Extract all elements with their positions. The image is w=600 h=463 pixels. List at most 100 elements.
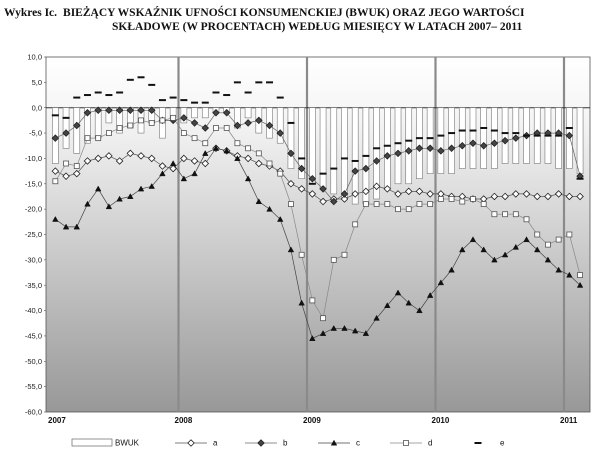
bar-bwuk [298,107,305,180]
x-tick-label: 2011 [560,416,578,425]
point-d [427,201,434,207]
point-d [245,145,252,152]
point-d [298,251,305,258]
point-c [180,175,188,182]
point-a [512,190,520,198]
point-b [394,149,402,158]
point-b [126,106,135,115]
point-a [490,192,499,201]
point-a [576,192,584,201]
point-b [105,106,113,115]
point-c [137,185,145,192]
point-a [51,167,60,175]
legend-label-a: a [213,439,218,448]
point-a [115,157,124,165]
point-a [244,154,252,163]
point-c [319,330,327,336]
point-b [469,139,477,147]
point-c [62,223,70,230]
point-b [83,109,92,117]
point-d [512,211,519,218]
point-a [351,190,359,198]
point-d [116,125,123,131]
point-d [405,206,412,213]
title-line-2: SKŁADOWE (W PROCENTACH) WEDŁUG MIESIĘCY … [112,21,523,33]
point-c [373,314,380,321]
legend-marker-d [403,440,409,446]
point-a [201,159,210,168]
point-b [201,124,210,132]
point-d [320,315,326,322]
point-c [234,155,241,161]
point-d [534,231,541,238]
bar-bwuk [469,107,477,169]
point-d [448,196,455,202]
legend-marker-b [257,439,265,447]
point-d [437,196,444,202]
point-d [341,251,348,258]
point-b [190,119,199,127]
point-d [170,114,177,121]
point-b [51,134,60,142]
point-c [405,299,412,306]
point-d [395,206,401,213]
y-tick-label: -10,0 [25,154,42,163]
bar-bwuk [309,107,316,185]
bar-bwuk [319,107,327,190]
point-c [480,246,487,253]
point-d [223,125,230,131]
point-d [480,201,487,207]
point-c [244,175,252,182]
point-b [565,131,574,140]
point-c [459,246,466,253]
x-tick-label: 2010 [432,416,450,425]
bar-bwuk [501,107,509,164]
point-a [94,154,102,163]
series-line-c [55,147,581,339]
point-c [501,251,509,258]
point-a [340,195,349,203]
point-c [384,302,391,308]
point-b [115,106,124,115]
point-d [52,178,59,185]
bar-bwuk [73,107,81,154]
point-a [565,192,574,201]
point-c [277,215,284,222]
y-tick-label: -20,0 [25,205,42,214]
legend-swatch-bwuk [71,438,113,447]
point-b [308,174,317,183]
point-c [523,236,530,243]
point-d [555,236,562,243]
point-a [83,157,92,165]
point-c [555,266,562,273]
point-b [94,106,102,115]
point-d [191,135,198,142]
point-d [352,221,359,228]
point-b [137,106,145,115]
bar-bwuk [384,107,391,190]
point-c [416,307,423,314]
point-c [448,266,455,273]
point-a [362,187,370,196]
y-tick-label: -50,0 [25,357,42,366]
bar-bwuk [276,107,284,144]
point-d [105,130,112,136]
legend-marker-c [330,439,338,446]
point-c [148,183,155,189]
point-d [491,211,498,218]
bar-bwuk [287,107,295,169]
y-tick-label: -60,0 [25,408,42,417]
point-b [319,185,327,193]
bar-bwuk [448,107,455,174]
point-c [73,223,80,230]
bar-bwuk [351,107,359,205]
point-d [566,231,573,238]
point-a [501,192,509,201]
point-a [137,152,145,160]
y-tick-label: -5,0 [29,129,42,138]
point-d [84,135,91,142]
point-c [576,281,584,288]
point-c [223,147,230,154]
point-b [297,164,306,173]
